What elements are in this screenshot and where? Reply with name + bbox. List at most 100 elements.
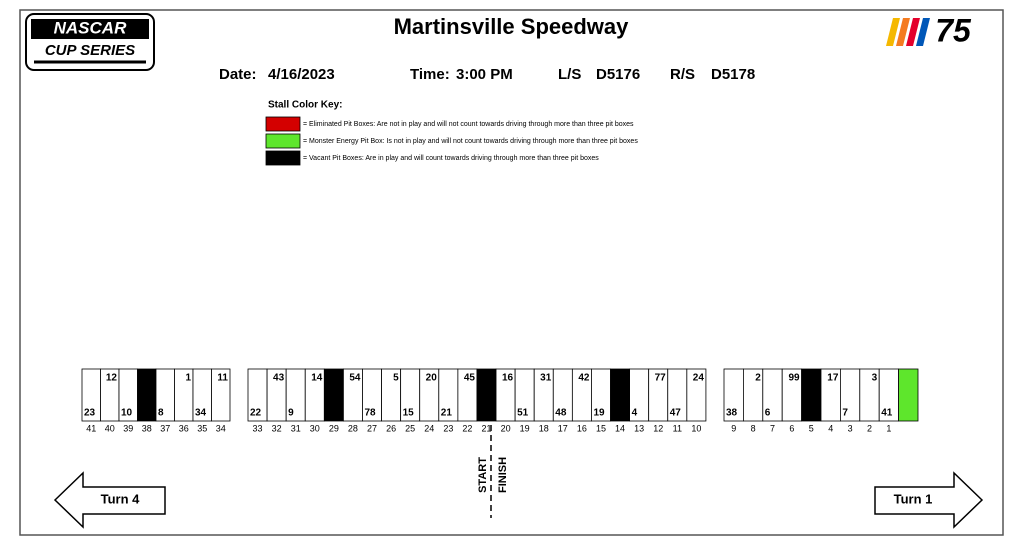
car-number: 10 — [121, 408, 133, 419]
arrow-left — [53, 471, 166, 529]
stall — [323, 368, 344, 422]
car-number: 31 — [540, 373, 552, 384]
car-number: 17 — [827, 373, 839, 384]
car-number: 15 — [403, 408, 415, 419]
car-number: 41 — [881, 408, 893, 419]
info-label: R/S — [670, 66, 695, 83]
stall-number: 13 — [634, 423, 644, 433]
stall-number: 9 — [731, 423, 736, 433]
start-label: START — [477, 457, 489, 493]
stall-number: 17 — [558, 423, 568, 433]
car-number: 23 — [84, 408, 96, 419]
key-title: Stall Color Key: — [268, 100, 342, 111]
stall-number: 7 — [770, 423, 775, 433]
stall-number: 10 — [691, 423, 701, 433]
turn-label: Turn 1 — [894, 491, 933, 506]
info-value: 3:00 PM — [456, 66, 513, 83]
stall-number: 23 — [443, 423, 453, 433]
info: Date: 4/16/2023 Time: 3:00 PM L/S D5176 … — [219, 66, 755, 83]
stall-number: 3 — [848, 423, 853, 433]
stall-number: 25 — [405, 423, 415, 433]
info-label: L/S — [558, 66, 581, 83]
stripe — [886, 18, 900, 46]
stall-number: 40 — [105, 423, 115, 433]
stall-number: 18 — [539, 423, 549, 433]
stall-number: 28 — [348, 423, 358, 433]
stall-number: 30 — [310, 423, 320, 433]
car-number: 43 — [273, 373, 285, 384]
stall-number: 2 — [867, 423, 872, 433]
car-number: 34 — [195, 408, 207, 419]
stall-number: 27 — [367, 423, 377, 433]
stall-number: 31 — [291, 423, 301, 433]
stall — [137, 368, 157, 422]
stall-number: 19 — [520, 423, 530, 433]
stall-number: 6 — [789, 423, 794, 433]
stall-number: 24 — [424, 423, 434, 433]
key-swatch — [265, 133, 301, 149]
info-label: Time: — [410, 66, 450, 83]
stall — [898, 368, 919, 422]
car-number: 47 — [670, 408, 682, 419]
stall — [686, 368, 707, 422]
stall-number: 20 — [501, 423, 511, 433]
stall — [801, 368, 822, 422]
logo-number: 75 — [935, 12, 972, 48]
key-swatch — [265, 116, 301, 132]
key-swatch — [265, 150, 301, 166]
stall-number: 37 — [160, 423, 170, 433]
car-number: 20 — [426, 373, 438, 384]
stall-number: 39 — [123, 423, 133, 433]
stall-number: 38 — [142, 423, 152, 433]
info-label: Date: — [219, 66, 257, 83]
car-number: 6 — [765, 408, 771, 419]
car-number: 14 — [311, 373, 323, 384]
car-number: 51 — [517, 408, 529, 419]
car-number: 21 — [441, 408, 453, 419]
stall-number: 41 — [86, 423, 96, 433]
car-number: 3 — [872, 373, 878, 384]
stall-number: 36 — [179, 423, 189, 433]
stall-number: 8 — [751, 423, 756, 433]
stall-number: 22 — [462, 423, 472, 433]
car-number: 7 — [842, 408, 848, 419]
car-number: 38 — [726, 408, 738, 419]
info-value: D5178 — [711, 66, 755, 83]
car-number: 78 — [364, 408, 376, 419]
finish-label: FINISH — [497, 457, 509, 493]
car-number: 54 — [349, 373, 361, 384]
key: = Eliminated Pit Boxes: Are not in play … — [265, 116, 638, 166]
stall-number: 26 — [386, 423, 396, 433]
logo-bar — [31, 19, 149, 39]
logo-text: NASCAR — [54, 18, 127, 37]
stripe — [906, 18, 920, 46]
stripe — [916, 18, 930, 46]
stall-number: 35 — [197, 423, 207, 433]
stall-number: 32 — [272, 423, 282, 433]
info-value: D5176 — [596, 66, 640, 83]
stall — [211, 368, 231, 422]
car-number: 8 — [158, 408, 164, 419]
stall — [610, 368, 631, 422]
car-number: 42 — [578, 373, 590, 384]
key-text: = Monster Energy Pit Box: Is not in play… — [303, 138, 638, 145]
stall — [476, 368, 497, 422]
stripe — [896, 18, 910, 46]
stall-number: 34 — [216, 423, 226, 433]
stall-number: 14 — [615, 423, 625, 433]
stall-number: 12 — [653, 423, 663, 433]
car-number: 1 — [185, 373, 191, 384]
frame — [19, 9, 1004, 536]
car-number: 48 — [555, 408, 567, 419]
car-number: 77 — [655, 373, 667, 384]
anniversary-logo: 75 — [886, 12, 972, 48]
key-text: = Vacant Pit Boxes: Are in play and will… — [303, 155, 599, 162]
stall-number: 21 — [481, 423, 491, 433]
car-number: 2 — [755, 373, 761, 384]
car-number: 24 — [693, 373, 705, 384]
stall-number: 11 — [673, 423, 682, 433]
arrow-right — [874, 471, 984, 529]
